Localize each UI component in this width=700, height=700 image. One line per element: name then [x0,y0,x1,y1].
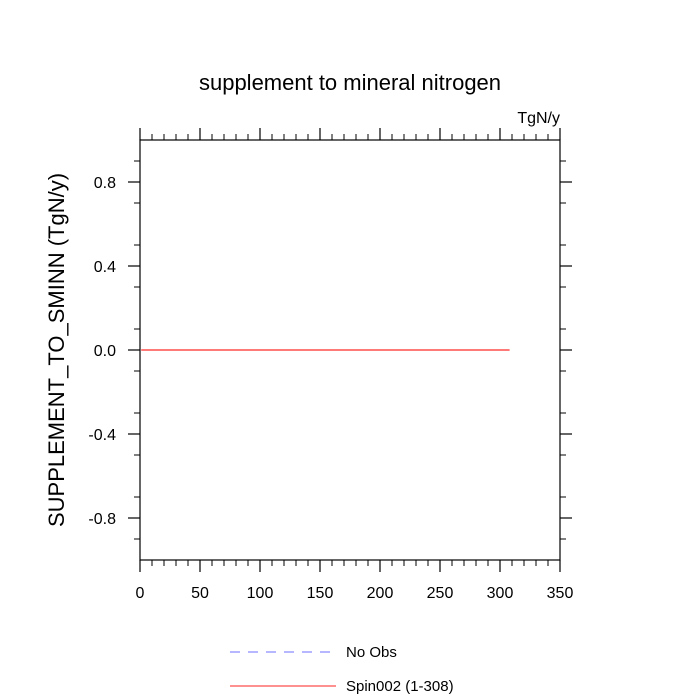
units-label: TgN/y [517,110,560,127]
y-tick-label: 0.8 [94,175,116,192]
legend: No Obs Spin002 (1-308) [230,644,454,695]
y-axis-label: SUPPLEMENT_TO_SMINN (TgN/y) [44,173,69,527]
chart-title: supplement to mineral nitrogen [199,70,501,95]
x-tick-label: 0 [136,585,145,602]
y-tick-label: -0.4 [88,427,116,444]
legend-label: Spin002 (1-308) [346,678,454,695]
y-tick-label: 0.4 [94,259,116,276]
x-tick-label: 350 [547,585,574,602]
x-tick-label: 300 [487,585,514,602]
y-tick-label: -0.8 [88,511,116,528]
plot-area: 0 50 100 150 200 250 300 350 -0.8 -0.4 0.0 0.4 0.8 [88,128,573,602]
plot-frame [139,139,561,561]
x-tick-label: 150 [307,585,334,602]
x-tick-label: 50 [191,585,209,602]
y-tick-label: 0.0 [94,343,116,360]
legend-label: No Obs [346,644,397,661]
x-tick-label: 100 [247,585,274,602]
x-tick-label: 250 [427,585,454,602]
ticks-layer: 0 50 100 150 200 250 300 350 -0.8 -0.4 0.0 0.4 0.8 [88,128,573,602]
x-tick-label: 200 [367,585,394,602]
